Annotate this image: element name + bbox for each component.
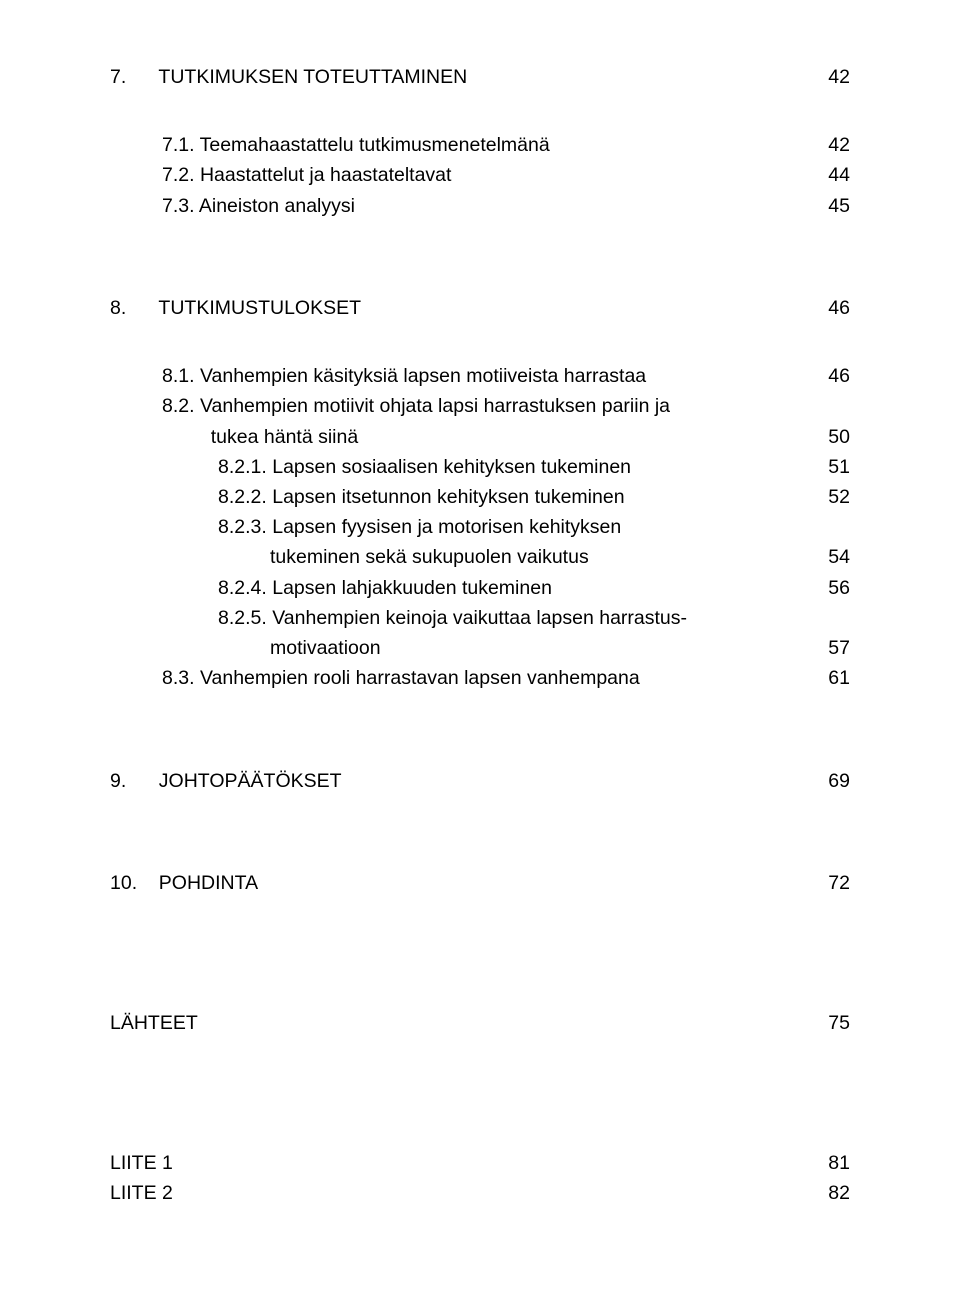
toc-title: Vanhempien rooli harrastavan lapsen vanh… [200,667,640,689]
toc-section-7: 7. TUTKIMUKSEN TOTEUTTAMINEN 42 [110,62,850,92]
toc-num: 8.2.1. [218,456,267,478]
toc-page-num: 75 [810,1008,850,1038]
toc-num: 9. [110,770,126,792]
toc-title: motivaatioon [270,637,381,659]
toc-item: 7.3. Aineiston analyysi 45 [110,191,850,221]
toc-page-num: 57 [810,633,850,663]
toc-page-num: 54 [810,542,850,572]
toc-page-num: 46 [810,293,850,323]
toc-title: LÄHTEET [110,1008,810,1038]
toc-title: Lapsen fyysisen ja motorisen kehityksen [272,516,621,538]
toc-label: tukea häntä siinä [162,422,810,452]
toc-label: 8.2.5. Vanhempien keinoja vaikuttaa laps… [218,603,810,633]
toc-title: Teemahaastattelu tutkimusmenetelmänä [200,134,550,156]
toc-title: Vanhempien käsityksiä lapsen motiiveista… [200,365,646,387]
toc-subitem: 8.2.5. Vanhempien keinoja vaikuttaa laps… [110,603,850,633]
toc-page-num: 50 [810,422,850,452]
toc-backmatter: LIITE 2 82 [110,1178,850,1208]
toc-num: 8.2.5. [218,607,267,629]
toc-title: Lapsen itsetunnon kehityksen tukeminen [272,486,624,508]
toc-page-num: 61 [810,663,850,693]
toc-page-num: 81 [810,1148,850,1178]
toc-num: 7.2. [162,164,195,186]
toc-title: JOHTOPÄÄTÖKSET [159,770,342,792]
toc-title: tukeminen sekä sukupuolen vaikutus [270,546,589,568]
toc-item-cont: tukea häntä siinä 50 [110,422,850,452]
toc-label: motivaatioon [270,633,810,663]
toc-label: 8.2.3. Lapsen fyysisen ja motorisen kehi… [218,512,810,542]
toc-label: 8.2.2. Lapsen itsetunnon kehityksen tuke… [218,482,810,512]
toc-page-num: 51 [810,452,850,482]
toc-num: 7. [110,66,126,88]
toc-num: 10. [110,872,137,894]
toc-page-num: 44 [810,160,850,190]
toc-num: 7.1. [162,134,195,156]
toc-label: 8. TUTKIMUSTULOKSET [110,293,810,323]
toc-num: 8.2.3. [218,516,267,538]
toc-page-num: 46 [810,361,850,391]
toc-page-num: 72 [810,868,850,898]
toc-label: 8.3. Vanhempien rooli harrastavan lapsen… [162,663,810,693]
toc-label: 7.2. Haastattelut ja haastateltavat [162,160,810,190]
toc-title: Lapsen sosiaalisen kehityksen tukeminen [272,456,631,478]
toc-title: LIITE 1 [110,1148,810,1178]
toc-backmatter: LIITE 1 81 [110,1148,850,1178]
toc-subitem: 8.2.2. Lapsen itsetunnon kehityksen tuke… [110,482,850,512]
toc-page-num: 69 [810,766,850,796]
toc-num: 8.2.4. [218,577,267,599]
toc-title: TUTKIMUKSEN TOTEUTTAMINEN [158,66,467,88]
toc-label: 9. JOHTOPÄÄTÖKSET [110,766,810,796]
toc-num: 8. [110,297,126,319]
toc-page-num: 82 [810,1178,850,1208]
toc-subitem-cont: motivaatioon 57 [110,633,850,663]
toc-page-num: 45 [810,191,850,221]
toc-num: 7.3. [162,195,195,217]
toc-page-num: 52 [810,482,850,512]
toc-num: 8.3. [162,667,195,689]
toc-title: tukea häntä siinä [211,426,358,448]
toc-title: Haastattelut ja haastateltavat [200,164,452,186]
toc-section-10: 10. POHDINTA 72 [110,868,850,898]
toc-subitem-cont: tukeminen sekä sukupuolen vaikutus 54 [110,542,850,572]
toc-backmatter: LÄHTEET 75 [110,1008,850,1038]
toc-page-num: 56 [810,573,850,603]
toc-item: 8.1. Vanhempien käsityksiä lapsen motiiv… [110,361,850,391]
toc-section-9: 9. JOHTOPÄÄTÖKSET 69 [110,766,850,796]
toc-page-num: 42 [810,62,850,92]
toc-subitem: 8.2.3. Lapsen fyysisen ja motorisen kehi… [110,512,850,542]
toc-label: 7.3. Aineiston analyysi [162,191,810,221]
toc-title: TUTKIMUSTULOKSET [158,297,361,319]
toc-title: Lapsen lahjakkuuden tukeminen [272,577,552,599]
toc-title: Vanhempien keinoja vaikuttaa lapsen harr… [272,607,687,629]
toc-item: 8.2. Vanhempien motiivit ohjata lapsi ha… [110,391,850,421]
toc-item: 7.1. Teemahaastattelu tutkimusmenetelmän… [110,130,850,160]
toc-num: 8.1. [162,365,195,387]
toc-num: 8.2. [162,395,195,417]
toc-label: 10. POHDINTA [110,868,810,898]
toc-item: 8.3. Vanhempien rooli harrastavan lapsen… [110,663,850,693]
toc-label: 8.2.4. Lapsen lahjakkuuden tukeminen [218,573,810,603]
toc-label: 7. TUTKIMUKSEN TOTEUTTAMINEN [110,62,810,92]
toc-label: 8.2. Vanhempien motiivit ohjata lapsi ha… [162,391,810,421]
toc-subitem: 8.2.4. Lapsen lahjakkuuden tukeminen 56 [110,573,850,603]
toc-label: 8.1. Vanhempien käsityksiä lapsen motiiv… [162,361,810,391]
toc-title: POHDINTA [159,872,258,894]
toc-label: tukeminen sekä sukupuolen vaikutus [270,542,810,572]
toc-title: Vanhempien motiivit ohjata lapsi harrast… [200,395,670,417]
toc-page: 7. TUTKIMUKSEN TOTEUTTAMINEN 42 7.1. Tee… [0,0,960,1299]
toc-item: 7.2. Haastattelut ja haastateltavat 44 [110,160,850,190]
toc-num: 8.2.2. [218,486,267,508]
toc-subitem: 8.2.1. Lapsen sosiaalisen kehityksen tuk… [110,452,850,482]
toc-section-8: 8. TUTKIMUSTULOKSET 46 [110,293,850,323]
toc-label: 7.1. Teemahaastattelu tutkimusmenetelmän… [162,130,810,160]
toc-page-num: 42 [810,130,850,160]
toc-label: 8.2.1. Lapsen sosiaalisen kehityksen tuk… [218,452,810,482]
toc-title: LIITE 2 [110,1178,810,1208]
toc-title: Aineiston analyysi [199,195,355,217]
